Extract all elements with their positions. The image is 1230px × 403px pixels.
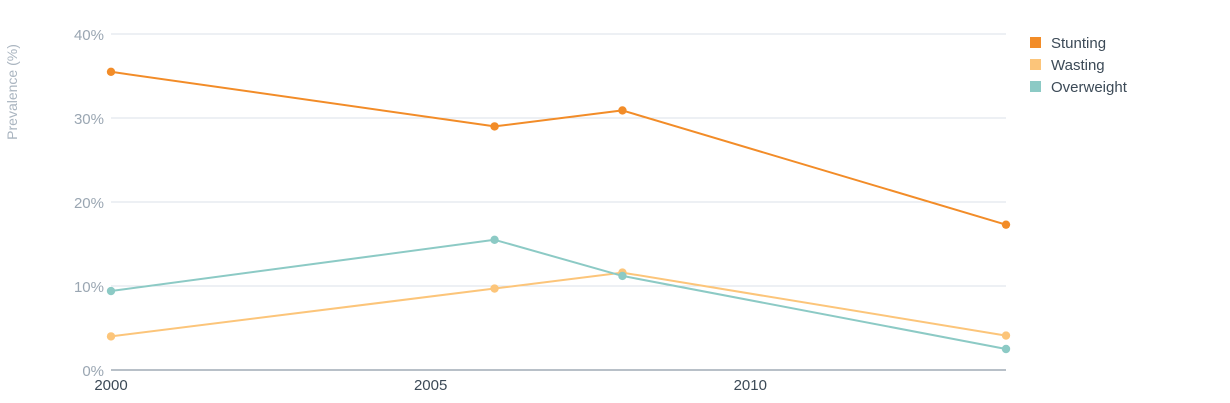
data-point-overweight[interactable]: [106, 286, 116, 296]
data-point-wasting[interactable]: [1001, 331, 1011, 340]
series-line-wasting: [110, 271, 1007, 338]
data-point-overweight[interactable]: [1001, 344, 1011, 354]
legend: Stunting Wasting Overweight: [1030, 35, 1128, 96]
y-tick-label: 0%: [82, 363, 104, 380]
legend-swatch-overweight: [1030, 81, 1041, 92]
y-tick-label: 40%: [74, 27, 104, 44]
data-point-wasting[interactable]: [490, 284, 499, 293]
y-axis-ticks: 0% 10% 20% 30% 40%: [74, 27, 104, 380]
series-line-overweight: [110, 238, 1007, 350]
legend-swatch-stunting: [1030, 37, 1041, 48]
data-point-stunting[interactable]: [106, 67, 116, 77]
legend-label-stunting[interactable]: Stunting: [1051, 35, 1106, 52]
legend-label-wasting[interactable]: Wasting: [1051, 57, 1105, 74]
series-points: [106, 67, 1011, 354]
gridlines: [111, 33, 1006, 371]
x-tick-label: 2005: [414, 377, 447, 394]
y-tick-label: 10%: [74, 279, 104, 296]
series-lines: [110, 70, 1007, 350]
legend-label-overweight[interactable]: Overweight: [1051, 79, 1128, 96]
y-tick-label: 30%: [74, 111, 104, 128]
data-point-stunting[interactable]: [1001, 220, 1011, 229]
x-tick-label: 2010: [734, 377, 767, 394]
series-line-stunting: [110, 70, 1007, 226]
x-axis-ticks: 2000 2005 2010: [94, 377, 767, 394]
data-point-stunting[interactable]: [490, 122, 499, 131]
data-point-overweight[interactable]: [490, 235, 499, 244]
data-point-wasting[interactable]: [106, 332, 116, 341]
y-tick-label: 20%: [74, 195, 104, 212]
y-axis-title: Prevalence (%): [4, 44, 20, 140]
data-point-stunting[interactable]: [618, 106, 627, 115]
x-tick-label: 2000: [94, 377, 127, 394]
data-point-overweight[interactable]: [618, 271, 627, 281]
legend-swatch-wasting: [1030, 59, 1041, 70]
